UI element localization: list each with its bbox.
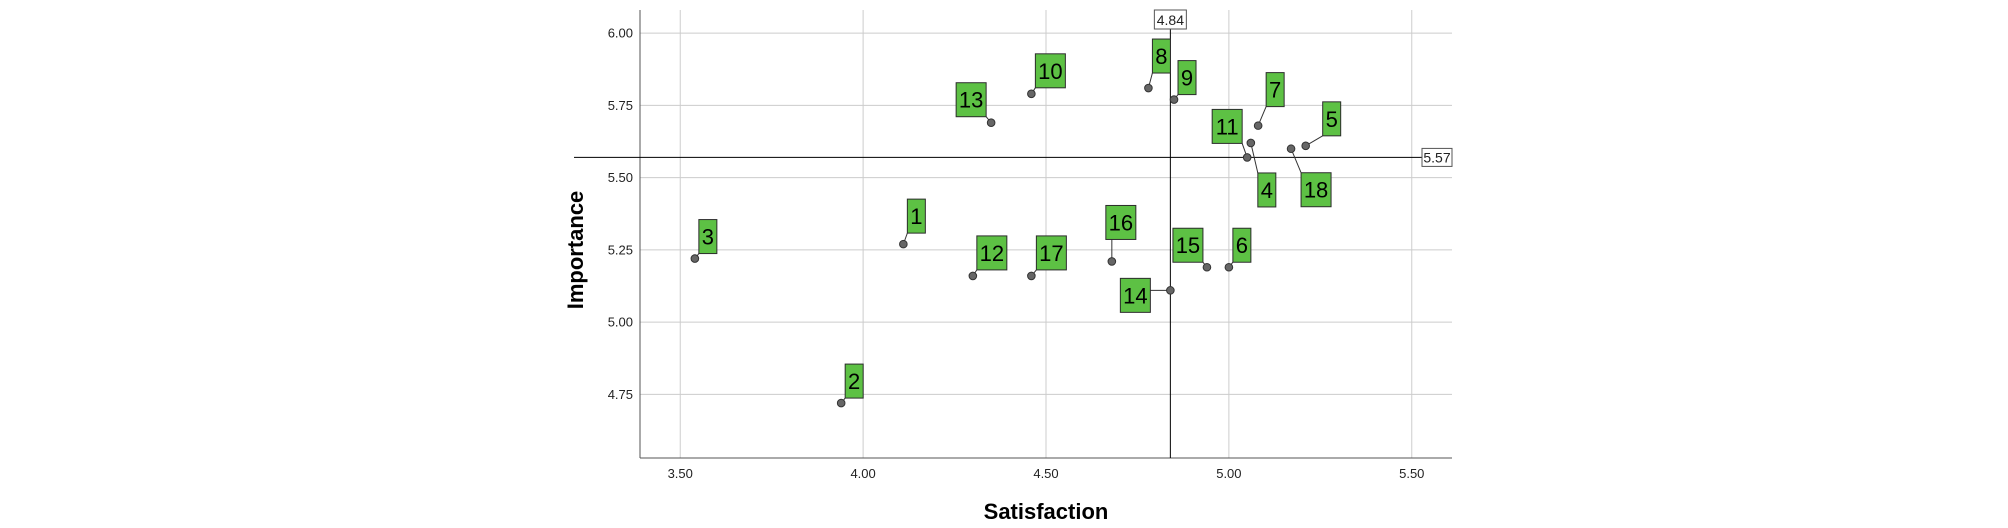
- data-point: [1253, 121, 1263, 130]
- point-label-box: [1257, 172, 1277, 208]
- leader-line: [1290, 148, 1302, 173]
- point-label-box: [976, 235, 1008, 271]
- point-label: 13: [959, 88, 983, 113]
- point-label-box: [1105, 204, 1137, 240]
- point-label: 5: [1326, 107, 1338, 132]
- data-point: [1301, 141, 1310, 151]
- x-tick-label: 5.00: [1216, 466, 1241, 481]
- axes: 3.50 4.00 4.50 5.00 5.50 4.75 5.00 5.25 5.50 5.75…: [608, 10, 1452, 481]
- y-tick-label: 5.75: [608, 98, 633, 113]
- x-tick-label: 4.00: [850, 466, 875, 481]
- y-tick-label: 4.75: [608, 387, 633, 402]
- y-axis-title: Importance: [563, 191, 588, 310]
- y-tick-label: 6.00: [608, 26, 633, 41]
- x-reference-label: 4.84: [1157, 12, 1184, 28]
- point-label: 2: [848, 369, 860, 394]
- reference-lines: 4.84 5.57: [574, 9, 1453, 458]
- data-point: [968, 271, 978, 281]
- data-point: [1166, 286, 1175, 295]
- point-label-box: [1034, 53, 1066, 89]
- data-point: [1242, 153, 1252, 162]
- point-label-box: [1177, 60, 1197, 96]
- point-label-box: [1035, 235, 1067, 271]
- x-reference-label-box: [1153, 9, 1187, 30]
- point-label-box: [1232, 227, 1252, 263]
- point-label-box: [1322, 101, 1342, 137]
- point-label: 14: [1123, 283, 1147, 308]
- point-label: 6: [1236, 233, 1248, 258]
- x-tick-label: 4.50: [1033, 466, 1058, 481]
- data-point: [1027, 89, 1036, 99]
- point-label-box: [906, 198, 926, 234]
- y-reference-label: 5.57: [1423, 149, 1450, 165]
- y-tick-label: 5.00: [608, 315, 633, 330]
- point-label-box: [844, 363, 864, 399]
- x-axis-title: Satisfaction: [984, 499, 1109, 524]
- data-point: [1027, 271, 1036, 281]
- point-label: 4: [1261, 178, 1273, 203]
- data-point: [899, 239, 908, 249]
- data-point: [1202, 262, 1212, 272]
- leader-line: [1250, 142, 1259, 174]
- point-label: 1: [910, 204, 922, 229]
- data-point: [1107, 257, 1117, 266]
- point-label-box: [1300, 172, 1332, 208]
- point-label: 17: [1039, 241, 1063, 266]
- y-reference-label-box: [1421, 147, 1453, 167]
- point-label: 8: [1155, 44, 1167, 69]
- point-label: 3: [702, 225, 714, 250]
- data-point: [986, 118, 996, 128]
- point-label-box: [1265, 72, 1285, 108]
- point-label-box: [1119, 277, 1151, 313]
- data-point: [1286, 144, 1296, 154]
- x-tick-label: 3.50: [668, 466, 693, 481]
- point-label: 18: [1304, 178, 1328, 203]
- point-label: 15: [1176, 233, 1200, 258]
- data-point: [1144, 83, 1153, 93]
- point-label: 12: [980, 241, 1004, 266]
- data-point: [836, 398, 846, 408]
- data-point: [1224, 262, 1234, 272]
- x-tick-label: 5.50: [1399, 466, 1424, 481]
- point-label-box: [955, 82, 987, 118]
- point-label: 9: [1181, 66, 1193, 91]
- y-tick-label: 5.50: [608, 170, 633, 185]
- point-label-box: [1151, 38, 1171, 74]
- point-label-box: [1211, 108, 1243, 144]
- y-tick-label: 5.25: [608, 242, 633, 257]
- point-label: 10: [1038, 59, 1062, 84]
- data-point: [690, 254, 700, 263]
- point-label-box: [698, 219, 718, 255]
- point-label: 7: [1269, 78, 1281, 103]
- point-label-box: [1172, 227, 1204, 263]
- data-point: [1246, 138, 1256, 148]
- point-label: 16: [1109, 210, 1133, 235]
- point-label: 11: [1216, 114, 1239, 139]
- data-point: [1169, 95, 1179, 104]
